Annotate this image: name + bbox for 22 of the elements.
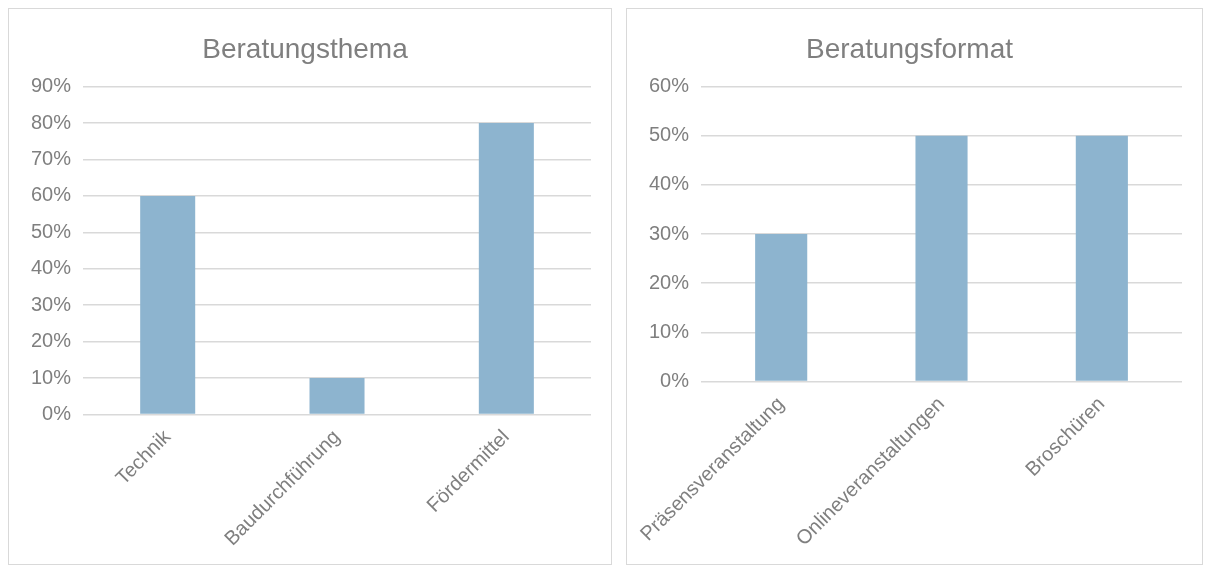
y-tick-label: 80% (31, 110, 72, 133)
chart-title: Beratungsthema (202, 32, 409, 64)
bar (478, 123, 534, 414)
y-tick-label: 30% (649, 221, 690, 244)
y-tick-label: 20% (649, 270, 690, 293)
y-tick-label: 10% (649, 319, 690, 342)
y-tick-label: 40% (649, 172, 690, 195)
y-tick-label: 20% (31, 329, 72, 352)
y-tick-label: 60% (649, 74, 690, 97)
y-tick-label: 70% (31, 146, 72, 169)
y-tick-label: 60% (31, 183, 72, 206)
bar (309, 378, 365, 414)
chart-title: Beratungsformat (806, 32, 1014, 64)
y-tick-label: 0% (660, 369, 690, 392)
y-tick-label: 10% (31, 365, 72, 388)
y-tick-label: 30% (31, 292, 72, 315)
y-tick-label: 0% (42, 402, 72, 425)
bar (140, 195, 196, 414)
y-tick-label: 40% (31, 256, 72, 279)
y-tick-label: 50% (649, 123, 690, 146)
y-tick-label: 50% (31, 219, 72, 242)
y-tick-label: 90% (31, 74, 72, 97)
